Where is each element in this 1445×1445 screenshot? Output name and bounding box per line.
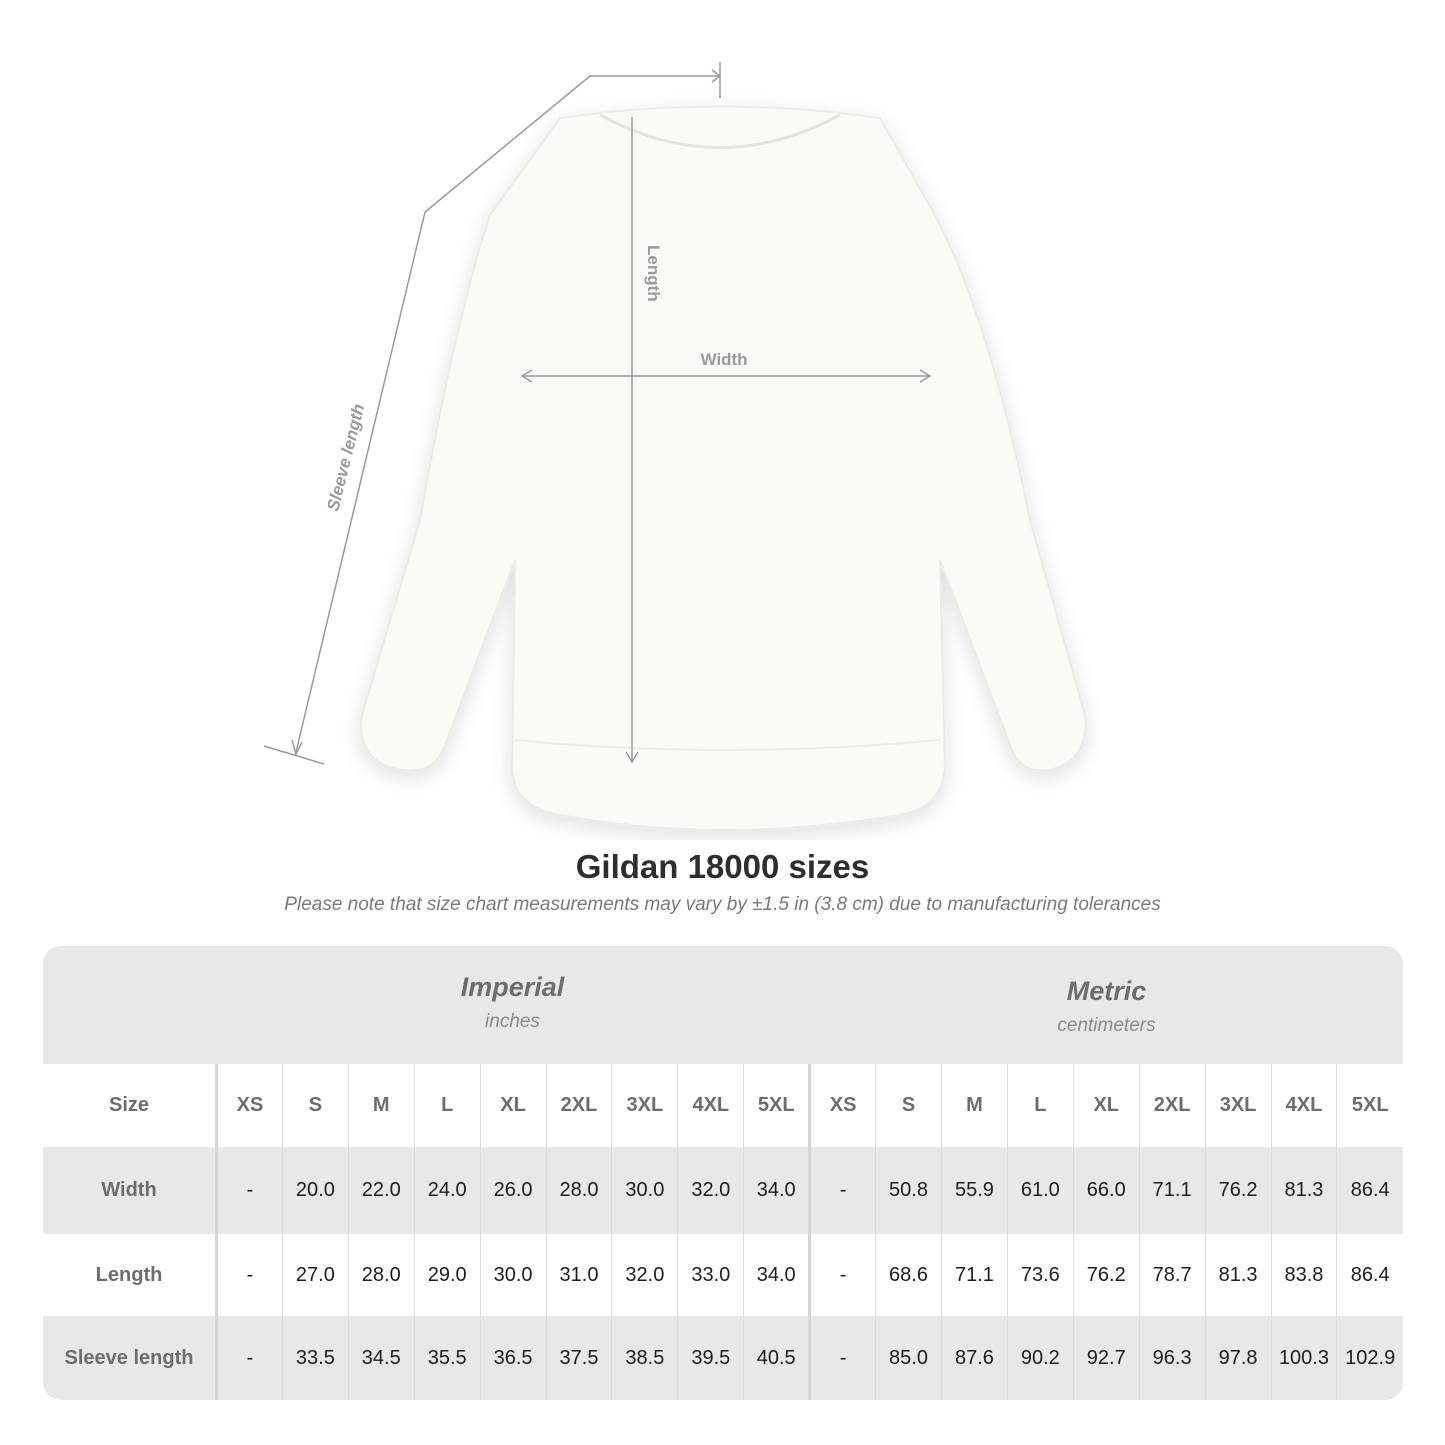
imperial-title: Imperial — [460, 972, 565, 1002]
metric-unit: centimeters — [1057, 1015, 1156, 1036]
metric-value-cell: 76.2 — [1204, 1147, 1271, 1234]
metric-size-header: L — [1006, 1064, 1074, 1147]
table-row: Sleeve length -33.5 34.5 35.5 36.5 37.5 38.5 39… — [43, 1316, 1403, 1400]
imperial-value-cell: 27.0 — [281, 1234, 349, 1316]
metric-header: Metric centimeters — [810, 946, 1403, 1064]
metric-size-header: XL — [1072, 1064, 1140, 1147]
imperial-size-header: 4XL — [677, 1064, 744, 1147]
size-header-row: Size XS S M L XL 2XL 3XL 4XL 5XL XS S M L XL 2XL 3XL 4XL 5… — [43, 1064, 1403, 1147]
metric-value-cell: 102.9 — [1336, 1316, 1403, 1400]
metric-value-cell: 87.6 — [940, 1316, 1008, 1400]
size-grid: Size XS S M L XL 2XL 3XL 4XL 5XL XS S M L XL 2XL 3XL 4XL 5… — [43, 1064, 1403, 1400]
imperial-value-cell: 26.0 — [479, 1147, 547, 1234]
imperial-value-cell: 34.0 — [743, 1147, 810, 1234]
metric-value-cell: 100.3 — [1270, 1316, 1337, 1400]
imperial-header: Imperial inches — [215, 946, 810, 1064]
imperial-size-header: 2XL — [545, 1064, 612, 1147]
imperial-size-header: 5XL — [743, 1064, 810, 1147]
measurement-lines — [263, 62, 932, 765]
imperial-value-cell: 28.0 — [545, 1147, 612, 1234]
metric-value-cell: 86.4 — [1336, 1147, 1403, 1234]
metric-value-cell: 71.1 — [940, 1234, 1008, 1316]
metric-value-cell: 73.6 — [1006, 1234, 1074, 1316]
metric-size-header: S — [875, 1064, 942, 1147]
imperial-value-cell: 34.5 — [347, 1316, 415, 1400]
imperial-size-header: XS — [216, 1064, 283, 1147]
imperial-value-cell: 32.0 — [677, 1147, 744, 1234]
metric-size-header: 2XL — [1138, 1064, 1206, 1147]
sweatshirt-image — [360, 105, 1087, 831]
imperial-value-cell: 29.0 — [413, 1234, 481, 1316]
imperial-value-cell: - — [216, 1234, 283, 1316]
row-label: Sleeve length — [43, 1316, 218, 1400]
metric-value-cell: - — [808, 1316, 876, 1400]
metric-value-cell: 50.8 — [875, 1147, 942, 1234]
metric-value-cell: 71.1 — [1138, 1147, 1206, 1234]
metric-size-header: M — [940, 1064, 1008, 1147]
row-label: Width — [43, 1147, 218, 1234]
imperial-size-header: 3XL — [611, 1064, 678, 1147]
imperial-value-cell: - — [216, 1147, 283, 1234]
imperial-value-cell: 33.0 — [677, 1234, 744, 1316]
metric-size-header: 5XL — [1336, 1064, 1403, 1147]
metric-title: Metric — [1066, 976, 1147, 1006]
metric-value-cell: 66.0 — [1072, 1147, 1140, 1234]
imperial-size-header: L — [413, 1064, 481, 1147]
row-label: Length — [43, 1234, 218, 1316]
size-table: Imperial inches Metric centimeters Size X… — [43, 946, 1403, 1400]
imperial-value-cell: 37.5 — [545, 1316, 612, 1400]
imperial-value-cell: 28.0 — [347, 1234, 415, 1316]
table-row: Length -27.0 28.0 29.0 30.0 31.0 32.0 33.0 34.0-… — [43, 1234, 1403, 1316]
imperial-value-cell: 38.5 — [611, 1316, 678, 1400]
metric-value-cell: 78.7 — [1138, 1234, 1206, 1316]
imperial-value-cell: 22.0 — [347, 1147, 415, 1234]
size-label: Size — [43, 1064, 218, 1147]
metric-value-cell: 83.8 — [1270, 1234, 1337, 1316]
sleeve-length-label: Sleeve length — [323, 402, 368, 513]
metric-value-cell: 76.2 — [1072, 1234, 1140, 1316]
sweatshirt-diagram: Length Width Sleeve length — [263, 62, 1087, 831]
imperial-size-header: XL — [479, 1064, 547, 1147]
metric-value-cell: 55.9 — [940, 1147, 1008, 1234]
imperial-value-cell: 24.0 — [413, 1147, 481, 1234]
metric-value-cell: 81.3 — [1204, 1234, 1271, 1316]
imperial-unit: inches — [485, 1011, 540, 1032]
metric-value-cell: - — [808, 1234, 876, 1316]
imperial-value-cell: 36.5 — [479, 1316, 547, 1400]
imperial-value-cell: 30.0 — [611, 1147, 678, 1234]
imperial-value-cell: 34.0 — [743, 1234, 810, 1316]
metric-size-header: 4XL — [1270, 1064, 1337, 1147]
metric-size-header: 3XL — [1204, 1064, 1271, 1147]
metric-value-cell: 86.4 — [1336, 1234, 1403, 1316]
imperial-value-cell: 30.0 — [479, 1234, 547, 1316]
length-label: Length — [644, 245, 663, 302]
imperial-size-header: S — [281, 1064, 349, 1147]
metric-value-cell: 85.0 — [875, 1316, 942, 1400]
imperial-size-header: M — [347, 1064, 415, 1147]
imperial-value-cell: 32.0 — [611, 1234, 678, 1316]
imperial-value-cell: 20.0 — [281, 1147, 349, 1234]
imperial-value-cell: 40.5 — [743, 1316, 810, 1400]
metric-value-cell: 92.7 — [1072, 1316, 1140, 1400]
metric-value-cell: - — [808, 1147, 876, 1234]
imperial-value-cell: 33.5 — [281, 1316, 349, 1400]
imperial-value-cell: 39.5 — [677, 1316, 744, 1400]
metric-size-header: XS — [808, 1064, 876, 1147]
imperial-value-cell: - — [216, 1316, 283, 1400]
imperial-value-cell: 31.0 — [545, 1234, 612, 1316]
chart-title: Gildan 18000 sizes — [575, 848, 870, 885]
metric-value-cell: 97.8 — [1204, 1316, 1271, 1400]
metric-value-cell: 96.3 — [1138, 1316, 1206, 1400]
width-label: Width — [700, 350, 747, 369]
metric-value-cell: 68.6 — [875, 1234, 942, 1316]
metric-value-cell: 81.3 — [1270, 1147, 1337, 1234]
metric-value-cell: 90.2 — [1006, 1316, 1074, 1400]
tolerance-note: Please note that size chart measurements… — [284, 894, 1161, 915]
table-row: Width -20.0 22.0 24.0 26.0 28.0 30.0 32.0 34.0-5… — [43, 1147, 1403, 1234]
imperial-value-cell: 35.5 — [413, 1316, 481, 1400]
metric-value-cell: 61.0 — [1006, 1147, 1074, 1234]
